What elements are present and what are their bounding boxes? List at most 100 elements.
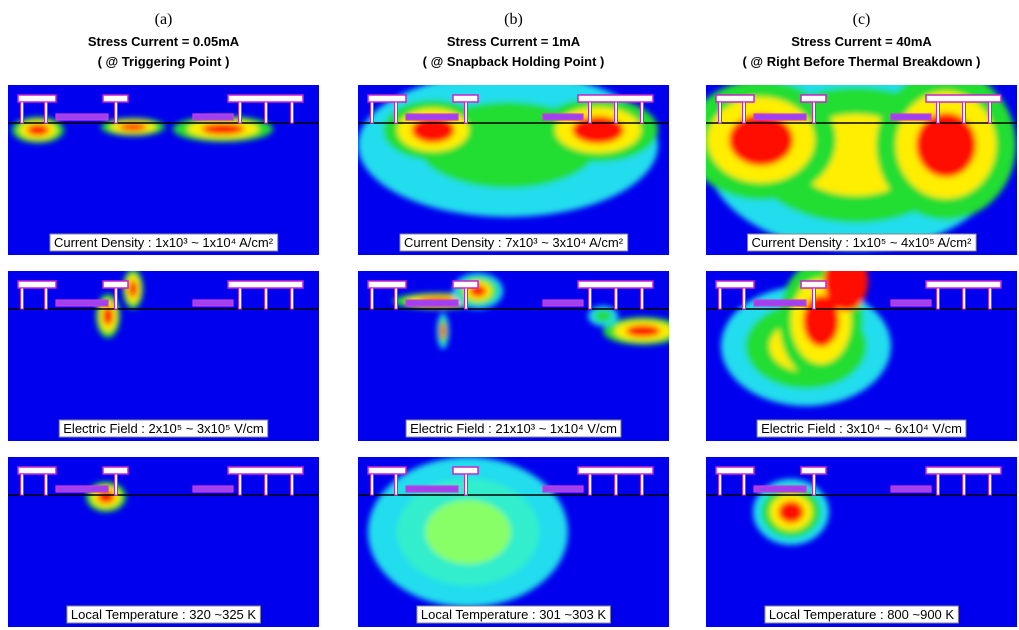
panel-background — [8, 457, 319, 627]
contact — [265, 288, 268, 309]
contact — [615, 288, 618, 309]
contact — [615, 102, 618, 123]
panel-caption: Current Density : 1x10⁵ ~ 4x10⁵ A/cm² — [752, 235, 973, 250]
panel-caption: Electric Field : 21x10³ ~ 1x10⁴ V/cm — [410, 421, 617, 436]
panel-caption: Current Density : 1x10³ ~ 1x10⁴ A/cm² — [54, 235, 274, 250]
electrode — [801, 467, 826, 474]
contact — [615, 474, 618, 495]
contact — [21, 102, 24, 123]
contact — [719, 474, 722, 495]
gate — [56, 300, 108, 306]
electrode — [368, 281, 406, 288]
gate — [193, 300, 233, 306]
panel-background — [706, 457, 1017, 627]
panel-caption: Electric Field : 2x10⁵ ~ 3x10⁵ V/cm — [63, 421, 263, 436]
contour — [824, 251, 868, 311]
contour — [27, 124, 49, 135]
contact — [813, 474, 816, 495]
panel-background — [8, 85, 319, 255]
contact — [45, 288, 48, 309]
column-subtitle: ( @ Right Before Thermal Breakdown ) — [742, 54, 980, 69]
contact — [21, 474, 24, 495]
contour — [440, 323, 445, 338]
gate — [406, 114, 458, 120]
electrode — [453, 281, 478, 288]
simulation-panel: Local Temperature : 301 ~303 K — [358, 457, 669, 627]
gate — [56, 114, 108, 120]
simulation-panel: Electric Field : 2x10⁵ ~ 3x10⁵ V/cm — [8, 269, 319, 441]
contour — [425, 500, 511, 564]
gate — [406, 486, 458, 492]
contact — [291, 102, 294, 123]
contact — [265, 474, 268, 495]
contact — [719, 102, 722, 123]
contact — [937, 288, 940, 309]
column-label: (c) — [853, 11, 871, 28]
gate — [754, 300, 806, 306]
contact — [465, 288, 468, 309]
electrode — [103, 95, 128, 102]
gate — [891, 114, 931, 120]
gate — [406, 300, 458, 306]
electrode — [453, 467, 478, 474]
contact — [115, 288, 118, 309]
gate — [193, 486, 233, 492]
column-subtitle: ( @ Snapback Holding Point ) — [423, 54, 605, 69]
panel-caption: Current Density : 7x10³ ~ 3x10⁴ A/cm² — [404, 235, 624, 250]
contour — [778, 501, 803, 523]
contact — [589, 288, 592, 309]
gate — [754, 486, 806, 492]
contact — [989, 288, 992, 309]
contour — [594, 310, 612, 322]
contact — [239, 102, 242, 123]
electrode — [18, 281, 56, 288]
simulation-panel: Current Density : 7x10³ ~ 3x10⁴ A/cm² — [358, 73, 669, 255]
contact — [937, 474, 940, 495]
simulation-panel: Local Temperature : 320 ~325 K — [8, 457, 319, 627]
contact — [743, 474, 746, 495]
contact — [371, 288, 374, 309]
electrode — [926, 467, 1001, 474]
contact — [963, 474, 966, 495]
contact — [239, 474, 242, 495]
gate — [543, 114, 583, 120]
panel-caption: Electric Field : 3x10⁴ ~ 6x10⁴ V/cm — [761, 421, 962, 436]
column-title: Stress Current = 1mA — [447, 34, 581, 49]
electrode — [228, 95, 303, 102]
contour — [412, 117, 455, 143]
contact — [641, 288, 644, 309]
contact — [291, 474, 294, 495]
simulation-panel: Local Temperature : 800 ~900 K — [706, 457, 1017, 627]
contact — [719, 288, 722, 309]
column-title: Stress Current = 0.05mA — [88, 34, 240, 49]
contact — [265, 102, 268, 123]
column-title: Stress Current = 40mA — [791, 34, 932, 49]
contour — [626, 325, 660, 337]
contact — [395, 102, 398, 123]
simulation-panel: Current Density : 1x10³ ~ 1x10⁴ A/cm² — [8, 85, 319, 255]
contact — [963, 288, 966, 309]
electrode — [716, 281, 754, 288]
electrode — [368, 95, 406, 102]
contact — [45, 102, 48, 123]
contact — [589, 102, 592, 123]
contact — [989, 474, 992, 495]
panel-caption: Local Temperature : 800 ~900 K — [769, 607, 954, 622]
simulation-panel: Electric Field : 21x10³ ~ 1x10⁴ V/cm — [358, 271, 683, 441]
electrode — [368, 467, 406, 474]
electrode — [103, 281, 128, 288]
gate — [56, 486, 108, 492]
contour — [129, 280, 138, 297]
gate — [891, 486, 931, 492]
electrode — [103, 467, 128, 474]
contact — [395, 288, 398, 309]
electrode — [453, 95, 478, 102]
electrode — [578, 95, 653, 102]
electrode — [228, 467, 303, 474]
column-label: (a) — [155, 11, 173, 28]
contact — [465, 474, 468, 495]
contact — [589, 474, 592, 495]
simulation-panel: Electric Field : 3x10⁴ ~ 6x10⁴ V/cm — [706, 251, 1017, 441]
column-label: (b) — [504, 11, 523, 28]
electrode — [228, 281, 303, 288]
